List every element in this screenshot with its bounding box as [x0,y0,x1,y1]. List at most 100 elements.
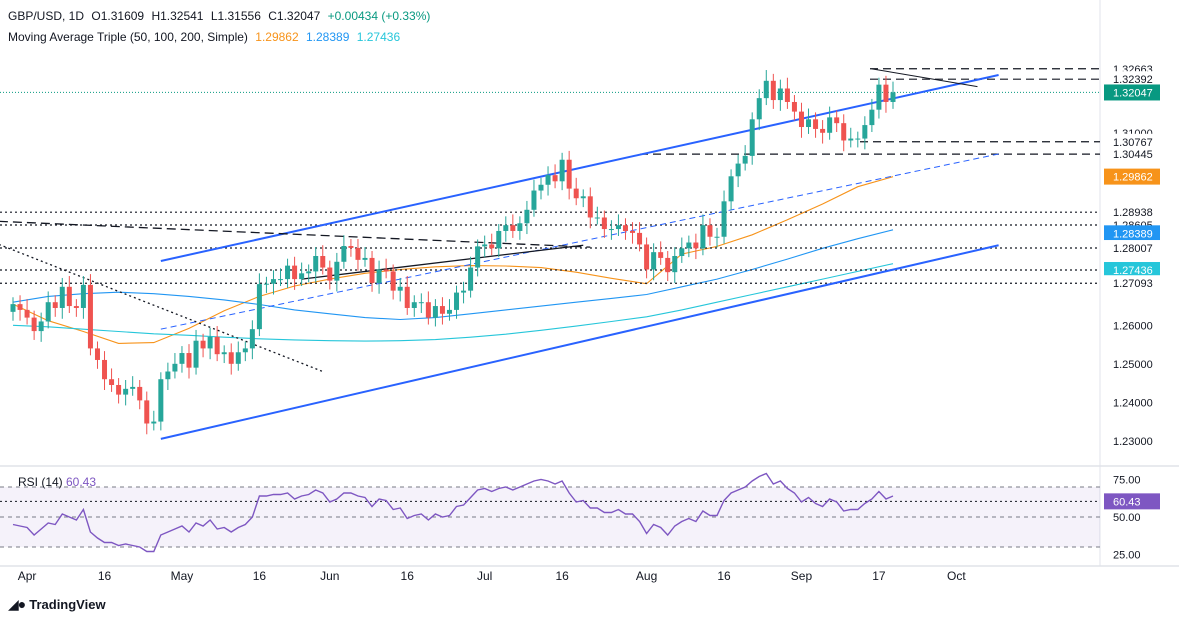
price-tick-label: 1.26000 [1113,320,1153,332]
candle-body [876,84,882,110]
candle-body [94,348,100,360]
axis-layer: 1.230001.240001.250001.260001.310001.326… [18,60,1160,583]
candle-body [601,217,607,230]
rsi-axis-label: 50.00 [1113,512,1141,524]
candle-body [263,283,269,285]
candle-body [622,225,628,231]
candle-body [510,225,516,231]
candle-body [80,284,86,308]
candle-body [806,119,812,128]
ma200-value: 1.27436 [356,30,401,44]
candle-body [538,184,544,191]
time-tick-label: 16 [98,569,112,583]
candle-body [637,232,643,245]
price-tag-bg [1104,133,1160,150]
candle-body [320,256,326,268]
candle-body [587,196,593,218]
candle-body [763,80,769,99]
time-tick-label: Jun [320,569,339,583]
time-tick-label: Sep [791,569,813,583]
ma-100-line [12,229,894,321]
candle-body [52,302,58,308]
time-tick-label: Oct [947,569,966,583]
candle-body [24,309,30,318]
candle-body [341,245,347,262]
candle-body [883,84,889,102]
price-tag-bg [1104,168,1160,185]
candle-body [461,290,467,293]
price-tick-label: 1.25000 [1113,359,1153,371]
candle-body [777,88,783,101]
candle-body [285,265,291,280]
rsi-axis-label: 25.00 [1113,550,1141,562]
candle-body [644,244,650,270]
candle-body [468,267,474,291]
price-tag-bg [1104,240,1160,257]
price-tag-bg [1104,84,1160,101]
price-tick-label: 1.23000 [1113,436,1153,448]
price-tag-label: 1.30445 [1113,149,1153,161]
change-value: +0.00434 (+0.33%) [327,9,431,23]
rsi-value-tag-bg [1104,493,1160,510]
time-tick-label: May [171,569,194,583]
candle-body [890,92,896,102]
candle-body [31,317,37,332]
candle-body [116,384,122,395]
candle-body [615,225,621,230]
candle-body [66,286,72,307]
close-value: C1.32047 [268,9,321,23]
low-value: L1.31556 [210,9,261,23]
candle-body [102,359,108,380]
price-tick-label: 1.24000 [1113,397,1153,409]
candle-body [73,306,79,308]
candle-body [214,336,220,355]
candle-body [735,163,741,177]
candle-body [594,217,600,219]
candle-body [256,284,262,330]
rsi-axis-label: 75.00 [1113,475,1141,487]
price-tag-label: 1.30767 [1113,137,1153,149]
tradingview-logo: ◢● TradingView [8,596,106,613]
price-tag-label: 1.27093 [1113,278,1153,290]
symbol-label[interactable]: GBP/USD, 1D [8,9,85,23]
candle-body [545,175,551,185]
open-value: O1.31609 [91,9,145,23]
candle-body [130,386,136,389]
candle-body [552,175,558,182]
candle-body [791,101,797,112]
candle-body [10,304,16,312]
candle-body [425,302,431,318]
candle-body [397,286,403,291]
candle-body [820,128,826,133]
high-value: H1.32541 [151,9,204,23]
candle-body [123,388,129,395]
candle-body [207,336,213,349]
candle-body [503,225,509,231]
rising-wedge-line [871,68,978,88]
candle-body [489,244,495,249]
ma-header: Moving Average Triple (50, 100, 200, Sim… [8,30,404,44]
time-tick-label: Apr [18,569,37,583]
candle-body [482,244,488,247]
candle-body [158,379,164,422]
candle-body [862,125,868,139]
candle-body [770,80,776,101]
price-tag-bg [1104,225,1160,242]
price-tag-bg [1104,71,1160,88]
rsi-value-tag: 60.43 [1113,496,1141,508]
rsi-title: RSI (14) [18,475,63,489]
ma50-value: 1.29862 [255,30,299,44]
candle-body [144,400,150,424]
candle-body [179,353,185,364]
candle-body [87,284,93,349]
candle-body [524,209,530,224]
candle-body [714,236,720,238]
ma-indicator-label[interactable]: Moving Average Triple (50, 100, 200, Sim… [8,30,248,44]
candle-body [235,352,241,364]
channel-lower-line [160,244,999,440]
time-tick-label: 16 [401,569,415,583]
candle-body [573,188,579,199]
candle-body [45,302,51,322]
candle-body [566,159,572,189]
